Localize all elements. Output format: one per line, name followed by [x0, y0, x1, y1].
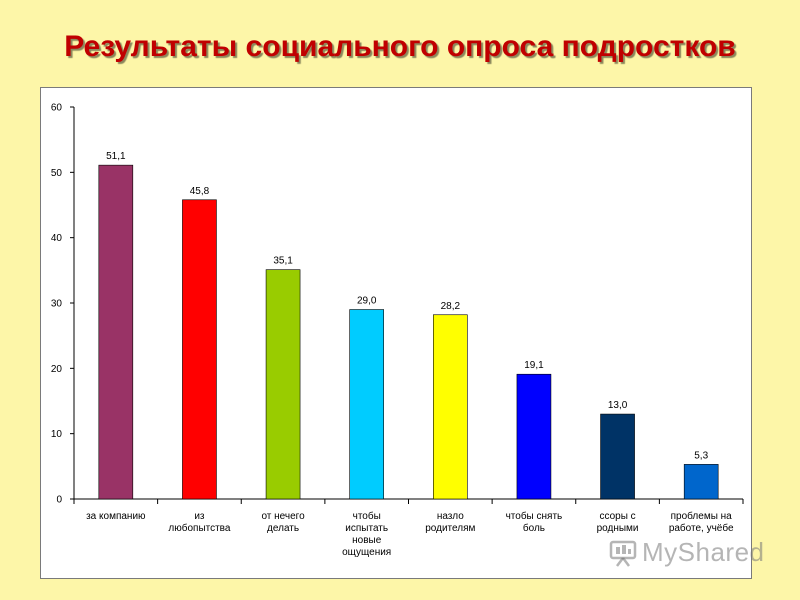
x-tick-label: испытать: [345, 523, 388, 534]
x-tick-label: новые: [352, 535, 382, 546]
data-label: 19,1: [524, 360, 544, 371]
x-tick-label: ссоры с: [599, 511, 635, 522]
x-tick-label: чтобы снять: [506, 510, 563, 522]
data-label: 13,0: [608, 400, 628, 411]
page-title: Результаты социального опроса подростков: [64, 30, 736, 63]
x-tick-label: работе, учёбе: [669, 522, 734, 534]
watermark-text: MyShared: [642, 537, 765, 567]
x-tick-label: любопытства: [168, 522, 230, 534]
x-tick-label: из: [194, 511, 205, 522]
x-tick-label: от нечего: [261, 511, 305, 522]
bar: [265, 269, 301, 500]
y-tick-label: 20: [51, 364, 63, 375]
data-label: 28,2: [441, 301, 461, 312]
x-tick-label: ощущения: [342, 547, 391, 558]
y-tick-label: 10: [51, 429, 63, 440]
data-label: 51,1: [106, 151, 126, 162]
y-tick-label: 60: [51, 103, 63, 114]
bar: [516, 373, 552, 500]
data-label: 35,1: [273, 256, 293, 267]
x-tick-label: проблемы на: [671, 510, 733, 522]
y-tick-label: 0: [56, 495, 62, 506]
x-tick-label: родными: [597, 523, 639, 534]
x-tick-label: чтобы: [353, 510, 381, 522]
y-tick-label: 40: [51, 233, 63, 244]
x-tick-label: назло: [437, 511, 464, 522]
data-label: 5,3: [694, 450, 708, 461]
y-tick-label: 50: [51, 168, 63, 179]
x-tick-label: родителям: [425, 523, 475, 534]
y-tick-label: 30: [51, 299, 63, 310]
x-tick-label: за компанию: [86, 511, 146, 522]
bar: [683, 464, 719, 500]
bar: [600, 413, 635, 500]
x-tick-label: боль: [523, 522, 545, 534]
data-label: 29,0: [357, 296, 377, 307]
bar: [433, 314, 468, 500]
bar-chart: 0 10 20 30 40 50 60 51,1 за компанию 45,8 излюбопы…: [51, 103, 744, 558]
x-tick-label: делать: [267, 523, 299, 534]
chart-area: 0 10 20 30 40 50 60 51,1 за компанию 45,8 из любопы…: [40, 87, 752, 579]
watermark-logo-icon: [609, 540, 637, 567]
data-label: 45,8: [190, 186, 210, 197]
watermark: MyShared: [608, 537, 765, 568]
bar: [182, 199, 217, 500]
bar: [349, 309, 384, 500]
bar: [98, 164, 134, 500]
